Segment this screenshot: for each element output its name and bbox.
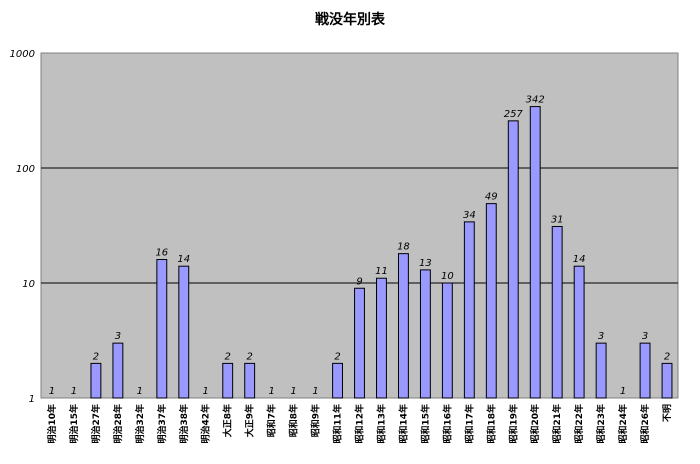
bar [222, 362, 234, 399]
x-tick-label: 昭和19年 [507, 404, 519, 444]
data-label: 14 [177, 254, 190, 265]
bar [244, 362, 256, 399]
data-label: 2 [334, 351, 340, 362]
data-label: 16 [155, 248, 168, 259]
bars [90, 106, 673, 399]
y-axis: 1 10 100 1000 [10, 49, 35, 405]
bar [595, 342, 607, 399]
bar [573, 265, 585, 399]
data-label: 3 [642, 331, 648, 342]
x-tick-label: 昭和26年 [639, 404, 651, 444]
chart-title: 戦没年別表 [315, 11, 386, 28]
data-label: 2 [246, 351, 252, 362]
bar [90, 362, 102, 399]
data-label: 49 [485, 192, 498, 203]
x-tick-label: 昭和23年 [595, 404, 607, 444]
data-label: 1 [49, 386, 55, 397]
bar [507, 120, 519, 399]
data-label: 13 [419, 258, 432, 269]
bar [156, 259, 168, 399]
x-tick-label: 昭和13年 [375, 404, 387, 444]
bar [441, 282, 453, 399]
data-label: 10 [441, 271, 454, 282]
data-label: 1 [290, 386, 296, 397]
gridlines [41, 167, 678, 284]
x-tick-label: 昭和14年 [397, 404, 409, 444]
x-tick-label: 昭和7年 [266, 404, 278, 437]
data-label: 1 [137, 386, 143, 397]
data-label: 3 [115, 331, 121, 342]
y-tick-label: 100 [16, 164, 35, 175]
x-tick-label: 昭和12年 [354, 404, 366, 444]
x-tick-label: 昭和9年 [310, 404, 322, 437]
data-label: 1 [203, 386, 209, 397]
data-label: 9 [356, 276, 362, 287]
bar [529, 106, 541, 399]
bar [332, 362, 343, 399]
data-label: 31 [551, 214, 564, 225]
x-tick-label: 昭和18年 [485, 404, 497, 444]
data-label: 18 [397, 242, 410, 253]
bar [661, 362, 673, 399]
x-tick-label: 大正9年 [244, 404, 256, 437]
data-label: 11 [375, 266, 388, 277]
data-label: 1 [268, 386, 274, 397]
x-tick-label: 昭和11年 [332, 404, 344, 444]
x-tick-label: 昭和16年 [441, 404, 453, 444]
x-tick-label: 明治32年 [134, 404, 146, 444]
bar [178, 265, 190, 399]
data-label: 1 [312, 386, 318, 397]
bar [639, 342, 651, 399]
data-label: 342 [526, 95, 545, 106]
y-tick-label: 1 [29, 394, 35, 405]
data-label: 34 [463, 210, 476, 221]
bar [485, 203, 497, 399]
data-label: 2 [225, 351, 231, 362]
y-tick-label: 10 [22, 279, 35, 290]
x-tick-label: 明治37年 [156, 404, 168, 444]
x-tick-label: 昭和22年 [573, 404, 585, 444]
x-tick-label: 明治10年 [46, 404, 58, 444]
x-tick-label: 明治38年 [178, 404, 190, 444]
x-tick-label: 明治15年 [68, 404, 80, 444]
x-tick-label: 明治28年 [112, 404, 124, 444]
x-axis-labels: 明治10年 明治15年 明治27年 明治28年 明治32年 明治37年 明治38年 明治42年… [46, 404, 673, 444]
bar [551, 225, 563, 399]
x-tick-label: 不明 [662, 404, 673, 422]
data-label: 1 [620, 386, 626, 397]
data-label: 2 [664, 351, 670, 362]
bar [419, 269, 431, 399]
bar [397, 253, 409, 399]
data-label: 14 [573, 254, 586, 265]
x-tick-label: 昭和24年 [617, 404, 629, 444]
y-tick-label: 1000 [10, 49, 35, 60]
x-tick-label: 昭和21年 [551, 404, 563, 444]
x-tick-label: 大正8年 [222, 404, 234, 437]
x-tick-label: 昭和20年 [529, 404, 541, 444]
bar [463, 221, 475, 399]
x-tick-label: 明治42年 [200, 404, 212, 444]
x-tick-label: 昭和15年 [419, 404, 431, 444]
data-label: 3 [598, 331, 604, 342]
bar [112, 342, 124, 399]
data-label: 1 [71, 386, 77, 397]
bar [354, 287, 365, 399]
data-label: 2 [93, 351, 99, 362]
data-label: 257 [504, 109, 524, 120]
bar [376, 277, 387, 399]
x-tick-label: 昭和17年 [463, 404, 475, 444]
x-tick-label: 昭和8年 [288, 404, 300, 437]
x-tick-label: 明治27年 [90, 404, 102, 444]
